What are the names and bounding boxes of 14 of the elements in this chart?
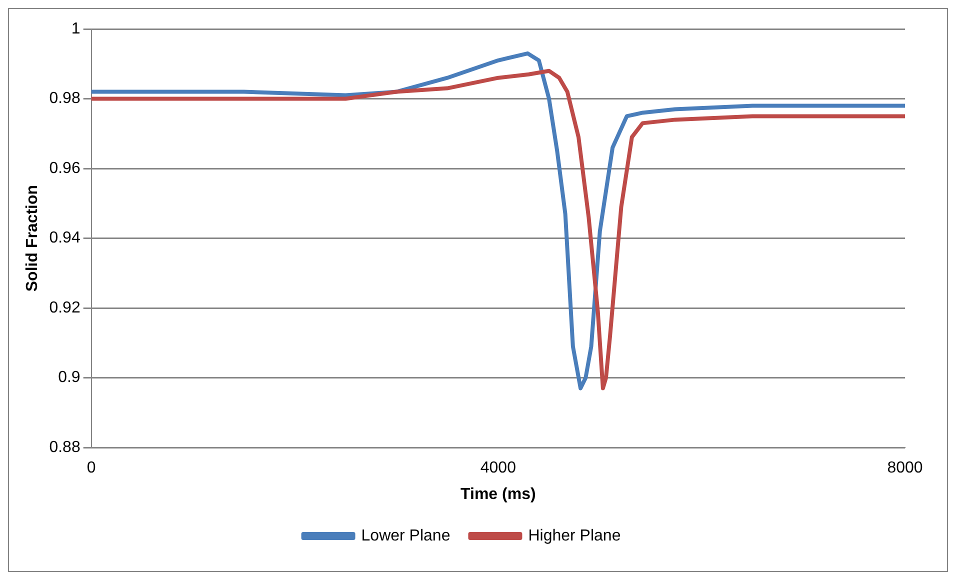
y-tick-label: 0.94 bbox=[49, 230, 80, 247]
y-tick-label: 0.92 bbox=[49, 299, 80, 316]
x-axis-title: Time (ms) bbox=[460, 486, 536, 503]
y-tick-label: 1 bbox=[71, 20, 80, 38]
y-tick-label: 0.9 bbox=[58, 369, 80, 386]
legend-label: Higher Plane bbox=[528, 527, 621, 544]
y-tick-label: 0.98 bbox=[49, 90, 80, 108]
y-tick-label: 0.96 bbox=[49, 160, 80, 177]
x-tick-label: 0 bbox=[86, 460, 96, 477]
y-axis-title: Solid Fraction bbox=[24, 184, 42, 292]
x-tick-label: 8000 bbox=[887, 460, 923, 477]
y-tick-label: 0.88 bbox=[49, 439, 80, 456]
x-tick-label: 4000 bbox=[480, 460, 516, 477]
legend-label: Lower Plane bbox=[361, 527, 450, 544]
